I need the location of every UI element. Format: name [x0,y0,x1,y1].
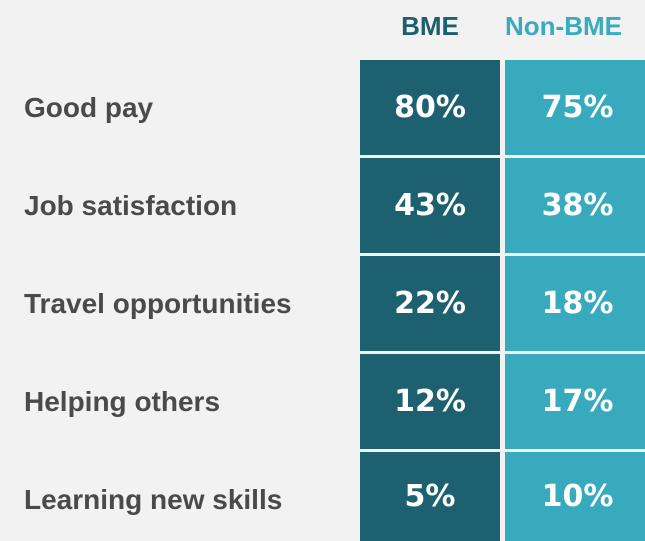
value-cell: 75% [505,60,645,155]
row-label: Job satisfaction [24,189,238,221]
value-cell: 38% [505,158,645,253]
row-label: Travel opportunities [24,287,292,319]
value-cell: 5% [360,452,500,541]
value-cell: 22% [360,256,500,351]
value-cell: 18% [505,256,645,351]
column-header: Non-BME [505,11,622,41]
value-cell: 80% [360,60,500,155]
column-header: BME [401,11,459,41]
value-cell: 12% [360,354,500,449]
value-cell: 10% [505,452,645,541]
value-cell: 43% [360,158,500,253]
value-cell: 17% [505,354,645,449]
row-label: Learning new skills [24,483,283,515]
row-label: Good pay [24,91,154,123]
row-label: Helping others [24,385,221,417]
